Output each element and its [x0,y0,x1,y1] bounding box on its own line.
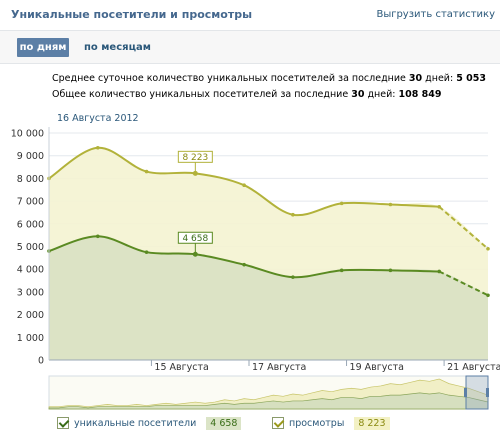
summary-average-value: 5 053 [456,73,486,84]
hover-label: 4 658 [182,234,208,244]
page-title: Уникальные посетители и просмотры [11,8,253,21]
data-point[interactable] [95,234,100,239]
legend-label: уникальные посетители [74,417,197,429]
visitors-chart[interactable]: 16 Августа 2012 0 1 000 2 000 3 000 4 000 5 0… [0,110,500,436]
navigator-handle-right[interactable] [486,388,489,397]
y-tick-label: 0 [38,356,44,367]
checkbox-icon[interactable] [57,417,69,429]
legend-item-pageviews[interactable]: просмотры 8 223 [272,415,390,431]
y-tick-label: 3 000 [17,287,44,298]
data-point[interactable] [242,262,246,267]
series-line-projection [438,206,489,250]
summary-total-value: 108 849 [398,89,442,100]
data-point[interactable] [486,246,490,251]
chart-areas [47,145,490,360]
legend-item-unique-visitors[interactable]: уникальные посетители 4 658 [57,415,242,431]
data-point[interactable] [339,201,344,206]
summary-total-suffix: дней: [367,89,396,100]
x-tick-label: 17 Августа [252,362,306,373]
data-point[interactable] [388,268,393,273]
y-tick-label: 10 000 [11,129,44,140]
legend-value: 8 223 [354,416,390,430]
data-point[interactable] [291,275,295,279]
hover-label-box [177,150,213,163]
y-tick-label: 7 000 [17,197,44,208]
data-point[interactable] [144,250,149,254]
legend-label: просмотры [289,417,345,429]
data-point[interactable] [144,169,149,174]
summary-total-text: Общее количество уникальных посетителей … [52,89,349,100]
data-point[interactable] [339,268,344,273]
series-line-projection [438,270,489,297]
y-tick-label: 5 000 [17,242,44,253]
x-tick-label: 19 Августа [350,362,404,373]
chart-legend: уникальные посетители 4 658 просмотры 8 … [0,412,500,436]
chart-labels: 8 223 4 658 [177,150,213,255]
summary-total: Общее количество уникальных посетителей … [52,89,441,100]
data-point[interactable] [388,202,393,207]
data-point[interactable] [242,183,246,188]
data-point[interactable] [437,269,442,274]
period-tabs: по дням по месяцам [0,30,500,64]
export-stats-link[interactable]: Выгрузить статистику [376,9,495,20]
y-tick-label: 2 000 [17,310,44,321]
data-point[interactable] [437,204,442,209]
tab-by-days[interactable]: по дням [17,38,69,57]
summary-average-text: Среднее суточное количество уникальных п… [52,73,406,84]
checkbox-icon[interactable] [272,417,284,429]
summary-average: Среднее суточное количество уникальных п… [52,73,486,84]
y-tick-label: 6 000 [17,219,44,230]
hover-label: 8 223 [182,153,208,163]
y-tick-label: 9 000 [17,151,44,162]
summary-average-suffix: дней: [425,73,454,84]
navigator-series [48,392,489,410]
x-tick-label: 21 Августа [447,362,500,373]
summary-total-days: 30 [351,89,365,100]
x-tick-label: 15 Августа [154,362,208,373]
navigator-window[interactable] [465,375,489,410]
summary-average-days: 30 [408,73,423,84]
data-point[interactable] [95,145,100,150]
hover-date-label: 16 Августа 2012 [57,113,139,124]
legend-value: 4 658 [206,416,242,430]
chart-axes: 0 1 000 2 000 3 000 4 000 5 000 6 000 7 000 8 00… [11,127,500,373]
series-area [49,236,488,360]
page-header: Уникальные посетители и просмотры Выгруз… [0,0,500,30]
data-point[interactable] [291,212,295,217]
hover-label-box [177,231,213,244]
tab-by-months[interactable]: по месяцам [84,42,151,53]
y-tick-label: 1 000 [17,333,44,344]
y-tick-label: 8 000 [17,174,44,185]
navigator-handle-left[interactable] [464,388,467,397]
y-tick-label: 4 000 [17,265,44,276]
chart-navigator[interactable] [48,375,489,410]
data-point[interactable] [486,293,490,298]
